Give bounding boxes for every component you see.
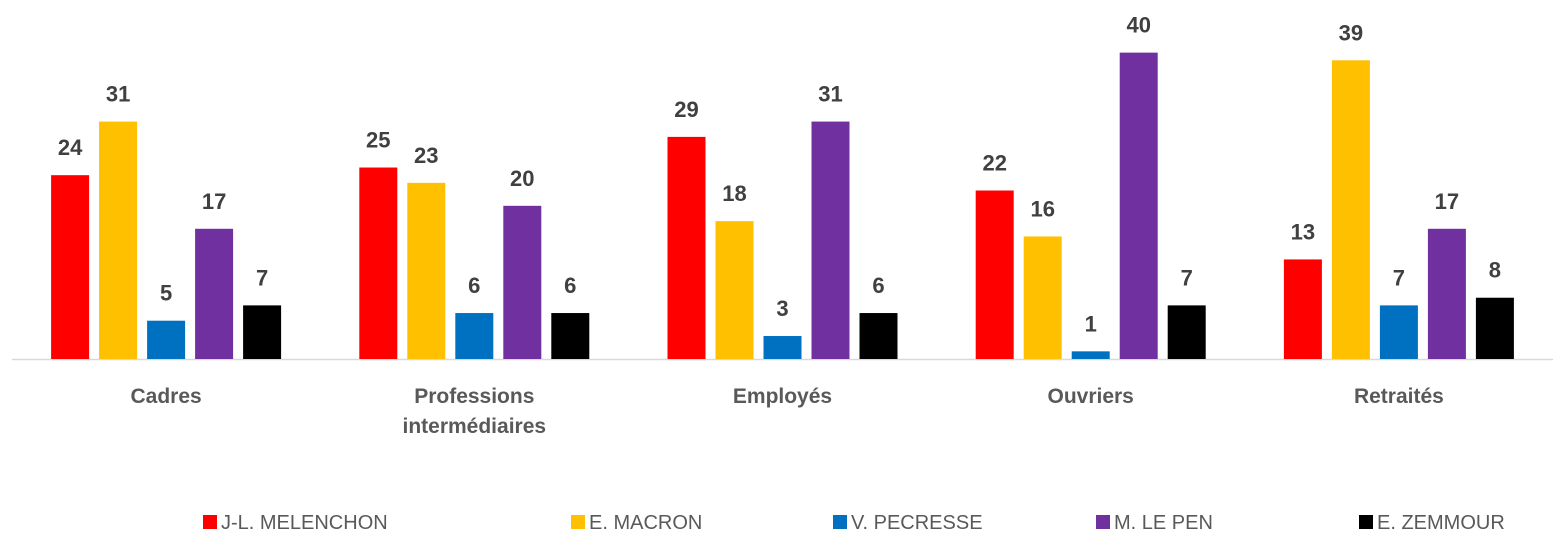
bar <box>407 182 446 359</box>
bar <box>715 221 754 359</box>
data-label: 7 <box>1181 265 1193 290</box>
data-label: 6 <box>468 273 480 298</box>
data-label: 29 <box>674 97 698 122</box>
bar <box>1071 351 1110 359</box>
data-label: 25 <box>366 128 390 153</box>
bar <box>1167 305 1206 359</box>
data-label: 7 <box>256 265 268 290</box>
data-label: 23 <box>414 143 438 168</box>
bar <box>243 305 282 359</box>
data-label: 40 <box>1126 13 1150 38</box>
data-label: 24 <box>58 135 83 160</box>
x-tick-label: Professions intermédiaires <box>402 385 547 438</box>
bar <box>1331 60 1370 359</box>
legend-label: E. ZEMMOUR <box>1377 512 1505 534</box>
bar <box>1475 297 1514 359</box>
bar <box>975 190 1014 359</box>
data-label: 39 <box>1339 20 1363 45</box>
bar <box>1283 259 1322 359</box>
data-label: 16 <box>1030 196 1054 221</box>
x-tick-label: Cadres <box>130 385 202 408</box>
data-label: 17 <box>1435 189 1459 214</box>
bar <box>1119 52 1158 360</box>
data-label: 22 <box>982 151 1006 176</box>
data-label: 8 <box>1489 258 1501 283</box>
data-label: 6 <box>872 273 884 298</box>
legend-label: V. PECRESSE <box>851 512 983 534</box>
data-label: 18 <box>722 181 746 206</box>
data-label: 3 <box>776 296 788 321</box>
bar <box>667 136 706 359</box>
data-label: 20 <box>510 166 534 191</box>
data-label: 7 <box>1393 265 1405 290</box>
x-tick-label: Retraités <box>1353 385 1444 408</box>
x-tick-label: Employés <box>732 385 833 408</box>
x-tick-label: Ouvriers <box>1047 385 1134 408</box>
bar <box>195 228 234 359</box>
bar <box>551 313 590 359</box>
bar <box>1379 305 1418 359</box>
data-label: 6 <box>564 273 576 298</box>
bar <box>99 121 138 360</box>
legend-swatch <box>833 515 847 529</box>
data-label: 5 <box>160 281 172 306</box>
bar <box>763 336 802 359</box>
bar <box>859 313 898 359</box>
legend-swatch <box>1096 515 1110 529</box>
bar <box>455 313 494 359</box>
bar <box>1023 236 1062 359</box>
legend-swatch <box>1359 515 1373 529</box>
bar <box>811 121 850 360</box>
data-label: 31 <box>106 82 130 107</box>
data-label: 1 <box>1085 311 1097 336</box>
bar <box>1427 228 1466 359</box>
legend-swatch <box>203 515 217 529</box>
legend-swatch <box>571 515 585 529</box>
legend-label: M. LE PEN <box>1114 512 1213 534</box>
legend-label: E. MACRON <box>589 512 702 534</box>
data-label: 17 <box>202 189 226 214</box>
data-label: 13 <box>1291 219 1315 244</box>
bar <box>147 320 186 359</box>
data-label: 31 <box>818 82 842 107</box>
bar <box>359 167 398 359</box>
bar <box>503 205 542 359</box>
legend-label: J-L. MELENCHON <box>221 512 388 534</box>
bar <box>51 175 90 359</box>
